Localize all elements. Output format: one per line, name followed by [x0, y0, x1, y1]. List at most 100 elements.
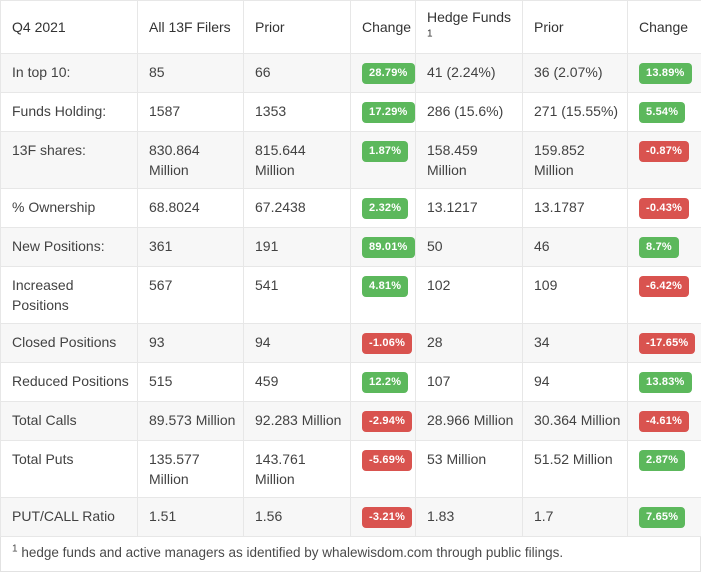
cell-all-filers: 135.577 Million	[138, 441, 244, 498]
cell-all-prior: 1.56	[244, 498, 351, 537]
change-badge: 12.2%	[362, 372, 408, 393]
cell-hedge-change: -17.65%	[628, 324, 701, 363]
ownership-stats-table: Q4 2021 All 13F Filers Prior Change Hedg…	[0, 0, 701, 537]
cell-hedge-funds: 158.459 Million	[416, 132, 523, 189]
cell-hedge-prior: 46	[523, 228, 628, 267]
change-badge: -4.61%	[639, 411, 689, 432]
row-label: 13F shares:	[1, 132, 138, 189]
cell-hedge-change: -0.87%	[628, 132, 701, 189]
cell-all-change: 2.32%	[351, 189, 416, 228]
column-header-change-hedge: Change	[628, 1, 701, 54]
change-badge: -2.94%	[362, 411, 412, 432]
cell-all-filers: 68.8024	[138, 189, 244, 228]
column-header-prior-hedge: Prior	[523, 1, 628, 54]
change-badge: -6.42%	[639, 276, 689, 297]
cell-hedge-change: 13.89%	[628, 54, 701, 93]
cell-all-filers: 1.51	[138, 498, 244, 537]
change-badge: 8.7%	[639, 237, 679, 258]
change-badge: 28.79%	[362, 63, 415, 84]
cell-hedge-prior: 271 (15.55%)	[523, 93, 628, 132]
cell-hedge-funds: 53 Million	[416, 441, 523, 498]
cell-all-change: 1.87%	[351, 132, 416, 189]
cell-all-change: 12.2%	[351, 363, 416, 402]
cell-all-filers: 85	[138, 54, 244, 93]
cell-all-prior: 67.2438	[244, 189, 351, 228]
change-badge: 13.89%	[639, 63, 692, 84]
cell-all-filers: 515	[138, 363, 244, 402]
cell-hedge-change: 5.54%	[628, 93, 701, 132]
cell-all-prior: 66	[244, 54, 351, 93]
cell-all-prior: 92.283 Million	[244, 402, 351, 441]
cell-hedge-prior: 159.852 Million	[523, 132, 628, 189]
cell-all-change: -5.69%	[351, 441, 416, 498]
cell-hedge-prior: 109	[523, 267, 628, 324]
footnote-text: hedge funds and active managers as ident…	[21, 545, 563, 560]
change-badge: 7.65%	[639, 507, 685, 528]
change-badge: 13.83%	[639, 372, 692, 393]
footnote-marker: 1	[12, 544, 18, 555]
cell-all-prior: 815.644 Million	[244, 132, 351, 189]
cell-hedge-change: 2.87%	[628, 441, 701, 498]
cell-hedge-funds: 13.1217	[416, 189, 523, 228]
cell-all-prior: 459	[244, 363, 351, 402]
cell-hedge-change: -4.61%	[628, 402, 701, 441]
cell-all-filers: 89.573 Million	[138, 402, 244, 441]
cell-all-change: 28.79%	[351, 54, 416, 93]
cell-all-change: 89.01%	[351, 228, 416, 267]
cell-hedge-funds: 102	[416, 267, 523, 324]
change-badge: -0.43%	[639, 198, 689, 219]
change-badge: 4.81%	[362, 276, 408, 297]
cell-hedge-prior: 30.364 Million	[523, 402, 628, 441]
cell-hedge-funds: 28	[416, 324, 523, 363]
cell-hedge-prior: 51.52 Million	[523, 441, 628, 498]
column-header-prior-all: Prior	[244, 1, 351, 54]
row-label: New Positions:	[1, 228, 138, 267]
cell-all-change: -3.21%	[351, 498, 416, 537]
cell-all-filers: 361	[138, 228, 244, 267]
cell-all-prior: 191	[244, 228, 351, 267]
cell-all-filers: 830.864 Million	[138, 132, 244, 189]
cell-all-prior: 143.761 Million	[244, 441, 351, 498]
footnote: 1 hedge funds and active managers as ide…	[0, 537, 701, 572]
cell-all-change: 4.81%	[351, 267, 416, 324]
cell-hedge-change: -6.42%	[628, 267, 701, 324]
column-header-period: Q4 2021	[1, 1, 138, 54]
cell-hedge-change: 7.65%	[628, 498, 701, 537]
change-badge: -3.21%	[362, 507, 412, 528]
column-header-all-13f-filers: All 13F Filers	[138, 1, 244, 54]
cell-hedge-funds: 1.83	[416, 498, 523, 537]
change-badge: 2.87%	[639, 450, 685, 471]
row-label: PUT/CALL Ratio	[1, 498, 138, 537]
change-badge: 5.54%	[639, 102, 685, 123]
cell-hedge-change: -0.43%	[628, 189, 701, 228]
cell-hedge-change: 8.7%	[628, 228, 701, 267]
cell-all-change: 17.29%	[351, 93, 416, 132]
hedge-funds-label: Hedge Funds	[427, 9, 511, 25]
cell-all-prior: 1353	[244, 93, 351, 132]
cell-hedge-funds: 41 (2.24%)	[416, 54, 523, 93]
row-label: In top 10:	[1, 54, 138, 93]
row-label: Funds Holding:	[1, 93, 138, 132]
row-label: Closed Positions	[1, 324, 138, 363]
change-badge: -17.65%	[639, 333, 695, 354]
row-label: Increased Positions	[1, 267, 138, 324]
cell-hedge-funds: 107	[416, 363, 523, 402]
footnote-marker: 1	[427, 28, 433, 39]
column-header-change-all: Change	[351, 1, 416, 54]
change-badge: -0.87%	[639, 141, 689, 162]
cell-hedge-funds: 286 (15.6%)	[416, 93, 523, 132]
row-label: Total Puts	[1, 441, 138, 498]
change-badge: 17.29%	[362, 102, 415, 123]
row-label: Reduced Positions	[1, 363, 138, 402]
row-label: Total Calls	[1, 402, 138, 441]
